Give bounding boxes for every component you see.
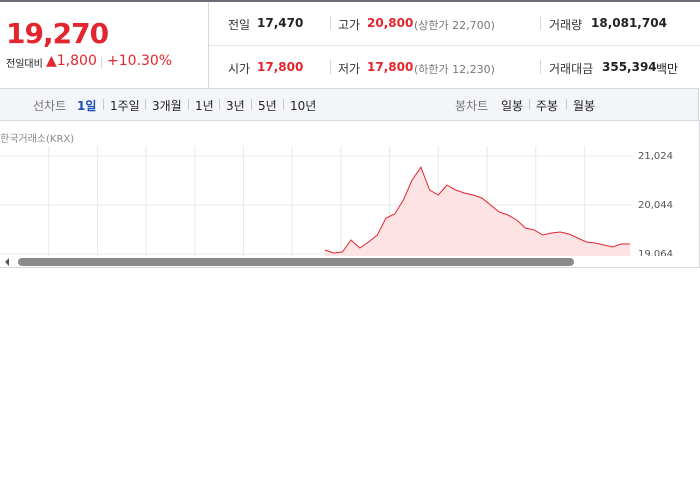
label: 전일 xyxy=(228,18,251,32)
label: 저가 xyxy=(338,62,361,76)
area xyxy=(325,167,630,256)
price: 19,270 xyxy=(6,17,109,50)
tab-group-label: 선차트 xyxy=(33,99,67,113)
tab[interactable]: 1일 xyxy=(77,99,97,113)
separator xyxy=(330,60,331,74)
tab[interactable]: 10년 xyxy=(282,99,317,113)
quote-box: 19,270 전일대비 ▲1,800 +10.30% xyxy=(0,2,209,88)
value: 17,800 xyxy=(257,60,304,74)
change-label: 전일대비 xyxy=(6,59,43,70)
label: 거래대금 xyxy=(549,62,594,76)
separator xyxy=(540,60,541,74)
value: 17,470 xyxy=(257,16,304,30)
tab[interactable]: 주봉 xyxy=(528,99,559,113)
tab[interactable]: 3개월 xyxy=(145,99,182,113)
value: 20,800 xyxy=(367,16,414,30)
y-tick-label: 21,024 xyxy=(638,151,673,162)
label: 시가 xyxy=(228,62,251,76)
summary-row: 시가 17,800 저가 17,800 (하한가 12,230) 거래대금 35… xyxy=(209,45,700,89)
change: ▲1,800 xyxy=(46,53,97,69)
tab-bar: 선차트 봉차트 1일 1주일 3개월 1년 3년 5년 10년 일봉 주봉 월봉 xyxy=(0,88,699,121)
tab[interactable]: 3년 xyxy=(219,99,245,113)
tab[interactable]: 1주일 xyxy=(103,99,140,113)
tab[interactable]: 5년 xyxy=(251,99,277,113)
change-rate: +10.30% xyxy=(107,53,173,69)
label: 고가 xyxy=(338,18,361,32)
tab[interactable]: 월봉 xyxy=(565,99,596,113)
summary: 전일 17,470 고가 20,800 (상한가 22,700) 거래량 18,… xyxy=(209,2,700,88)
summary-row: 전일 17,470 고가 20,800 (상한가 22,700) 거래량 18,… xyxy=(209,2,700,45)
value: 355,394 xyxy=(602,60,657,74)
label: 거래량 xyxy=(549,18,583,32)
value: 17,800 xyxy=(367,60,414,74)
plot: 21,024 20,044 19,064 xyxy=(0,146,673,260)
separator xyxy=(540,16,541,30)
unit: 백만 xyxy=(656,62,679,76)
chart: 21,024 20,044 19,064 xyxy=(0,120,700,268)
separator xyxy=(101,57,102,68)
separator xyxy=(330,16,331,30)
y-tick-label: 19,064 xyxy=(638,249,673,260)
scrollbar-thumb[interactable] xyxy=(18,258,574,266)
note: (상한가 22,700) xyxy=(414,19,495,32)
value: 18,081,704 xyxy=(591,16,667,30)
note: (하한가 12,230) xyxy=(414,63,495,76)
stock-widget: 19,270 전일대비 ▲1,800 +10.30% 전일 17,470 고가 … xyxy=(0,0,700,268)
tab[interactable]: 일봉 xyxy=(501,99,524,113)
tab-group-label: 봉차트 xyxy=(455,99,489,113)
top-border xyxy=(0,0,700,2)
scroll-arrow-left[interactable] xyxy=(5,258,9,266)
y-tick-label: 20,044 xyxy=(638,200,673,211)
price-line xyxy=(324,166,630,254)
tab[interactable]: 1년 xyxy=(188,99,214,113)
source: 한국거래소(KRX) xyxy=(0,134,75,145)
